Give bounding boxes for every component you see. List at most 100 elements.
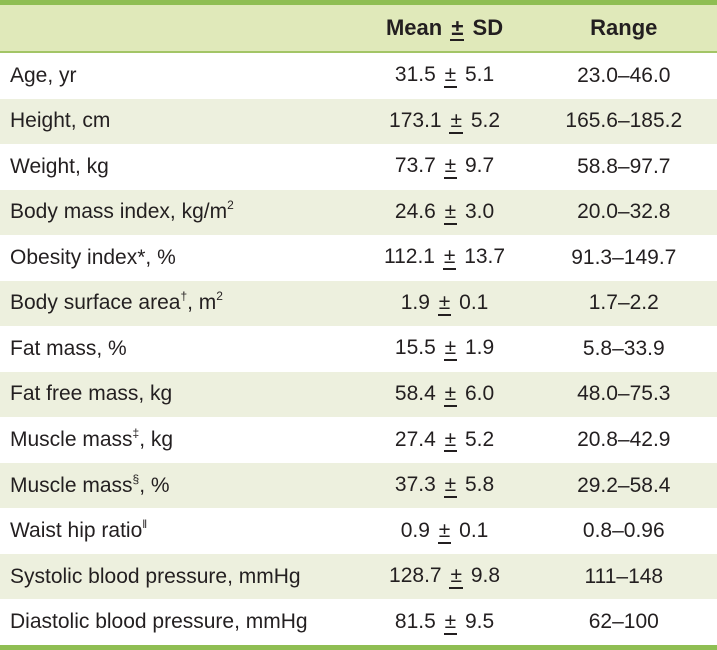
row-label-text: Muscle mass bbox=[10, 473, 133, 497]
range-value: 29.2–58.4 bbox=[577, 473, 671, 497]
row-label-text-2: , kg bbox=[139, 428, 174, 452]
mean-sd-value: 81.5 ± 9.5 bbox=[359, 610, 531, 635]
mean-value: 81.5 bbox=[394, 609, 436, 633]
range-value: 48.0–75.3 bbox=[577, 382, 671, 406]
range-value: 23.0–46.0 bbox=[577, 63, 671, 87]
table-row: Height, cm 173.1 ± 5.2 165.6–185.2 bbox=[0, 98, 717, 145]
row-label: Fat free mass, kg bbox=[0, 382, 359, 406]
range-value: 91.3–149.7 bbox=[571, 245, 677, 269]
table-header-row: Mean ± SD Range bbox=[0, 5, 717, 53]
table-row: Fat free mass, kg 58.4 ± 6.0 48.0–75.3 bbox=[0, 371, 717, 418]
range-value: 165.6–185.2 bbox=[565, 109, 683, 133]
row-label-text: Waist hip ratio bbox=[10, 519, 143, 543]
sd-value: 9.8 bbox=[470, 564, 501, 588]
plus-minus-symbol: ± bbox=[449, 564, 463, 590]
sd-value: 9.5 bbox=[464, 609, 495, 633]
row-label: Fat mass, % bbox=[0, 337, 359, 361]
plus-minus-symbol: ± bbox=[443, 199, 458, 225]
range-value: 111–148 bbox=[584, 564, 664, 588]
row-label: Systolic blood pressure, mmHg bbox=[0, 565, 359, 589]
mean-sd-value: 15.5 ± 1.9 bbox=[359, 336, 531, 362]
footnote-marker: ‖ bbox=[142, 517, 148, 532]
sd-value: 5.8 bbox=[464, 473, 495, 497]
footnote-marker: † bbox=[180, 289, 188, 304]
row-label-text: Systolic blood pressure, mmHg bbox=[10, 564, 301, 588]
row-label-text: Age, yr bbox=[10, 63, 77, 87]
table-row: Muscle mass‡, kg 27.4 ± 5.2 20.8–42.9 bbox=[0, 417, 717, 463]
plus-minus-symbol: ± bbox=[443, 427, 458, 453]
mean-sd-value: 173.1 ± 5.2 bbox=[359, 109, 531, 134]
header-range: Range bbox=[590, 15, 658, 40]
plus-minus-symbol: ± bbox=[449, 108, 463, 134]
mean-value: 31.5 bbox=[394, 63, 436, 87]
range-value: 1.7–2.2 bbox=[588, 291, 659, 315]
row-label: Weight, kg bbox=[0, 155, 359, 179]
plus-minus-symbol: ± bbox=[443, 473, 458, 499]
plus-minus-symbol: ± bbox=[443, 336, 458, 362]
range-value: 20.8–42.9 bbox=[577, 428, 671, 452]
sd-value: 9.7 bbox=[464, 154, 495, 178]
table-row: Weight, kg 73.7 ± 9.7 58.8–97.7 bbox=[0, 144, 717, 190]
mean-sd-value: 31.5 ± 5.1 bbox=[359, 63, 531, 89]
sd-value: 5.2 bbox=[464, 427, 495, 451]
row-label-text: Muscle mass bbox=[10, 428, 133, 452]
mean-sd-value: 112.1 ± 13.7 bbox=[359, 245, 531, 271]
header-mean-sd: Mean ± SD bbox=[359, 15, 531, 42]
mean-value: 27.4 bbox=[394, 427, 436, 451]
plus-minus-symbol: ± bbox=[442, 245, 457, 271]
sd-value: 3.0 bbox=[464, 199, 495, 223]
range-value: 62–100 bbox=[588, 610, 659, 634]
table-row: Fat mass, % 15.5 ± 1.9 5.8–33.9 bbox=[0, 326, 717, 372]
row-label: Body surface area†, m2 bbox=[0, 289, 359, 315]
sd-value: 13.7 bbox=[464, 245, 506, 269]
plus-minus-symbol: ± bbox=[443, 609, 458, 635]
sd-value: 0.1 bbox=[459, 518, 489, 542]
footnote-marker: 2 bbox=[227, 198, 234, 213]
row-label-text: Weight, kg bbox=[10, 154, 109, 178]
mean-value: 0.9 bbox=[400, 518, 430, 542]
mean-value: 128.7 bbox=[389, 564, 442, 588]
table-body: Age, yr 31.5 ± 5.1 23.0–46.0 Height, cm … bbox=[0, 53, 717, 645]
range-value: 58.8–97.7 bbox=[577, 154, 671, 178]
footnote-marker: ‡ bbox=[132, 426, 140, 441]
mean-value: 24.6 bbox=[394, 199, 436, 223]
row-label-text: Diastolic blood pressure, mmHg bbox=[10, 610, 308, 634]
table-row: Muscle mass§, % 37.3 ± 5.8 29.2–58.4 bbox=[0, 462, 717, 509]
plus-minus-symbol: ± bbox=[437, 290, 452, 316]
row-label: Age, yr bbox=[0, 64, 359, 88]
row-label-text: Fat mass, % bbox=[10, 336, 127, 360]
table-row: Age, yr 31.5 ± 5.1 23.0–46.0 bbox=[0, 53, 717, 99]
table-row: Body mass index, kg/m2 24.6 ± 3.0 20.0–3… bbox=[0, 189, 717, 236]
mean-sd-value: 0.9 ± 0.1 bbox=[359, 519, 531, 544]
table-row: Systolic blood pressure, mmHg 128.7 ± 9.… bbox=[0, 553, 717, 600]
mean-sd-value: 73.7 ± 9.7 bbox=[359, 154, 531, 180]
range-value: 0.8–0.96 bbox=[582, 519, 665, 543]
table-row: Body surface area†, m2 1.9 ± 0.1 1.7–2.2 bbox=[0, 280, 717, 327]
sd-value: 0.1 bbox=[459, 290, 489, 314]
plus-minus-symbol: ± bbox=[437, 518, 452, 544]
mean-value: 37.3 bbox=[394, 473, 436, 497]
table-row: Waist hip ratio‖ 0.9 ± 0.1 0.8–0.96 bbox=[0, 508, 717, 554]
row-label: Body mass index, kg/m2 bbox=[0, 198, 359, 224]
row-label-text: Body mass index, kg/m bbox=[10, 200, 228, 224]
mean-value: 112.1 bbox=[383, 245, 435, 269]
mean-value: 58.4 bbox=[394, 382, 436, 406]
row-label: Muscle mass§, % bbox=[0, 473, 359, 498]
mean-sd-value: 27.4 ± 5.2 bbox=[359, 428, 531, 453]
row-label-text-2: , m bbox=[187, 291, 217, 315]
range-value: 20.0–32.8 bbox=[577, 200, 671, 224]
row-label: Diastolic blood pressure, mmHg bbox=[0, 610, 359, 634]
mean-value: 73.7 bbox=[394, 154, 436, 178]
mean-sd-value: 128.7 ± 9.8 bbox=[359, 564, 531, 590]
row-label-text: Body surface area bbox=[10, 291, 181, 315]
mean-value: 173.1 bbox=[389, 108, 442, 132]
row-label-text: Obesity index*, % bbox=[10, 245, 176, 269]
mean-sd-value: 24.6 ± 3.0 bbox=[359, 200, 531, 225]
mean-sd-value: 37.3 ± 5.8 bbox=[359, 473, 531, 499]
sd-value: 6.0 bbox=[464, 382, 495, 406]
row-label-text: Fat free mass, kg bbox=[10, 382, 173, 406]
plus-minus-symbol: ± bbox=[443, 154, 458, 180]
row-label: Obesity index*, % bbox=[0, 246, 359, 270]
row-label: Height, cm bbox=[0, 109, 359, 133]
